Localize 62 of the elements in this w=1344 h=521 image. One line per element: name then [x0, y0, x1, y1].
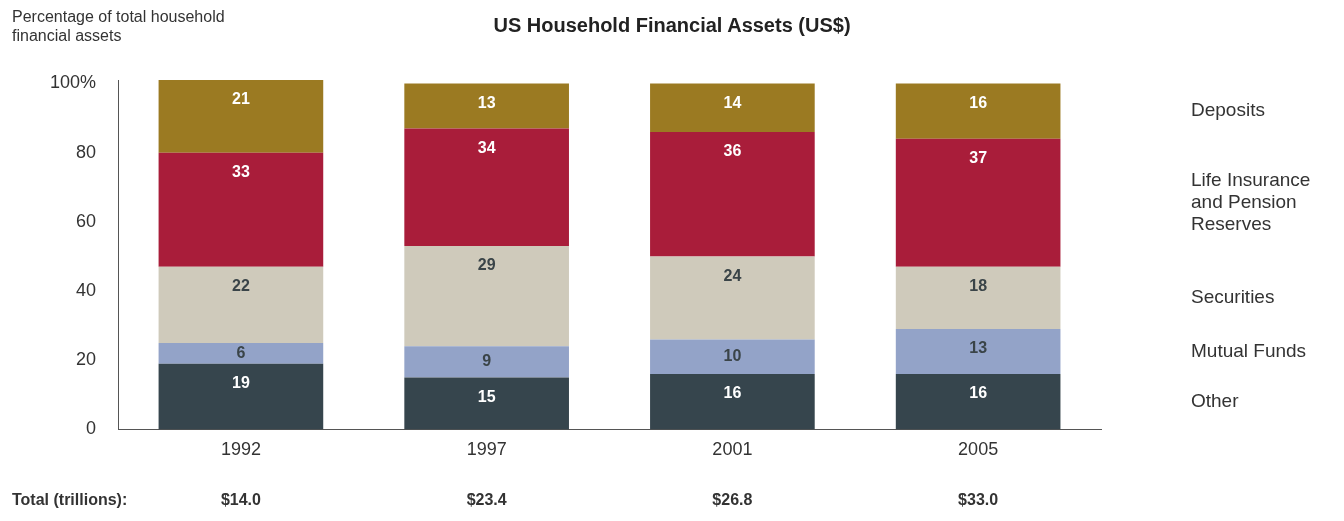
bar	[158, 266, 324, 343]
x-tick-label: 2005	[958, 439, 999, 460]
bar	[404, 246, 569, 347]
data-label: 16	[723, 384, 742, 402]
bar	[650, 256, 815, 340]
data-label: 6	[236, 343, 246, 361]
data-label: 13	[969, 339, 988, 357]
x-tick-label: 2001	[712, 439, 753, 460]
bar	[895, 374, 1061, 430]
text: Other	[1191, 389, 1240, 411]
y-tick-label: 0	[86, 418, 97, 439]
data-label: 34	[477, 138, 496, 156]
bar	[158, 363, 324, 430]
bar	[404, 83, 569, 129]
bar	[158, 152, 324, 267]
data-label: 24	[723, 266, 742, 284]
bar	[404, 128, 569, 247]
bar	[895, 138, 1061, 267]
bar	[650, 339, 815, 375]
text: Deposits	[1191, 99, 1265, 121]
y-tick-label: 40	[76, 279, 97, 300]
text: $23.4	[466, 491, 507, 509]
bar	[650, 131, 815, 257]
text: Mutual Funds	[1191, 339, 1307, 361]
bar	[158, 80, 324, 153]
bar	[895, 83, 1061, 139]
data-label: 22	[232, 277, 250, 295]
y-axis-title: Percentage of total household financial assets	[12, 8, 225, 45]
x-tick-label: 1997	[466, 439, 507, 460]
text: Life Insurance and Pension Reserves	[1191, 169, 1311, 235]
bar	[895, 266, 1061, 330]
data-label: 37	[969, 149, 988, 167]
data-label: 13	[477, 93, 496, 111]
data-label: 21	[232, 90, 250, 108]
y-tick-label: 20	[76, 349, 97, 370]
bar	[404, 377, 569, 430]
data-label: 33	[232, 163, 250, 181]
data-label: 29	[477, 256, 496, 274]
bar	[895, 329, 1061, 375]
data-label: 18	[969, 277, 988, 295]
text: $33.0	[958, 491, 999, 509]
y-tick-label: 100%	[49, 72, 97, 93]
data-label: 9	[482, 352, 492, 370]
data-label: 16	[969, 384, 988, 402]
y-tick-label: 60	[76, 210, 97, 231]
text: Securities	[1191, 286, 1275, 308]
data-label: 10	[723, 347, 742, 365]
data-label: 19	[232, 374, 250, 392]
data-label: 36	[723, 142, 742, 160]
data-label: 15	[477, 387, 496, 405]
text: Total (trillions):	[12, 491, 128, 509]
y-tick-label: 80	[76, 141, 97, 162]
x-tick-label: 1992	[220, 439, 261, 460]
data-label: 14	[723, 93, 742, 111]
text: $14.0	[220, 491, 262, 509]
data-label: 16	[969, 93, 988, 111]
bar	[650, 374, 815, 430]
bar	[158, 342, 324, 364]
text: $26.8	[712, 491, 753, 509]
bar	[404, 346, 569, 378]
chart-title: US Household Financial Assets (US$)	[493, 13, 851, 36]
bar	[650, 83, 815, 132]
